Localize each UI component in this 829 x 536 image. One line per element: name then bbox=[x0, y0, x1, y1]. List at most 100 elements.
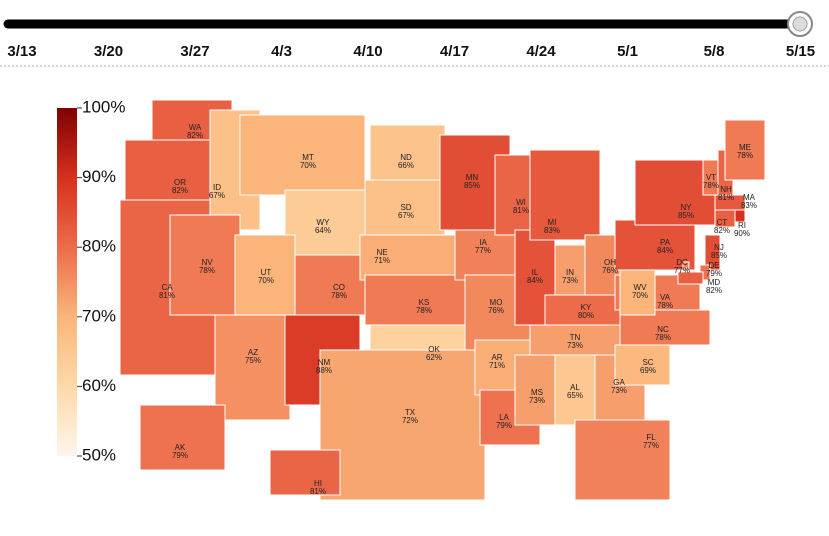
state-name: NC bbox=[657, 325, 669, 334]
state-value: 78% bbox=[655, 333, 671, 342]
state-name: ND bbox=[400, 153, 412, 162]
date-label: 4/24 bbox=[526, 43, 556, 60]
state bbox=[319, 349, 486, 501]
state-name: ID bbox=[213, 183, 221, 192]
state-name: IN bbox=[566, 268, 574, 277]
state-value: 65% bbox=[567, 391, 583, 400]
state-value: 79% bbox=[496, 421, 512, 430]
state-value: 69% bbox=[640, 366, 656, 375]
state-name: DC bbox=[676, 258, 688, 267]
state-value: 83% bbox=[741, 201, 757, 210]
state bbox=[369, 124, 446, 181]
state bbox=[677, 271, 704, 285]
state-name: OK bbox=[428, 345, 440, 354]
state-name: KY bbox=[581, 303, 592, 312]
state-name: RI bbox=[738, 221, 746, 230]
state bbox=[529, 149, 601, 241]
state bbox=[714, 209, 736, 228]
state-value: 78% bbox=[657, 301, 673, 310]
state-name: MD bbox=[708, 278, 721, 287]
state-name: UT bbox=[261, 268, 272, 277]
state-value: 67% bbox=[398, 211, 414, 220]
state-value: 75% bbox=[245, 356, 261, 365]
state bbox=[214, 314, 291, 421]
date-label: 3/13 bbox=[7, 43, 36, 60]
state-value: 73% bbox=[611, 386, 627, 395]
state bbox=[619, 309, 711, 346]
state-name: NY bbox=[680, 203, 692, 212]
state-value: 71% bbox=[374, 256, 390, 265]
state-value: 83% bbox=[544, 226, 560, 235]
state-value: 79% bbox=[706, 269, 722, 278]
state-value: 81% bbox=[310, 487, 326, 496]
state-value: 77% bbox=[643, 441, 659, 450]
state-value: 78% bbox=[331, 291, 347, 300]
state-name: AR bbox=[491, 353, 502, 362]
state-name: MT bbox=[302, 153, 314, 162]
legend-bar bbox=[57, 108, 77, 456]
state-value: 81% bbox=[718, 193, 734, 202]
state-name: AL bbox=[570, 383, 580, 392]
state-name: MS bbox=[531, 388, 543, 397]
legend-label: 50% bbox=[82, 445, 116, 464]
state bbox=[554, 354, 596, 426]
state-name: SD bbox=[400, 203, 411, 212]
legend-label: 80% bbox=[82, 237, 116, 256]
state bbox=[359, 234, 456, 281]
state-name: GA bbox=[613, 378, 625, 387]
legend-label: 60% bbox=[82, 376, 116, 395]
state-name: CT bbox=[717, 218, 728, 227]
state-value: 71% bbox=[489, 361, 505, 370]
date-label: 3/27 bbox=[180, 43, 209, 60]
state-name: AK bbox=[175, 443, 186, 452]
state-value: 70% bbox=[300, 161, 316, 170]
legend-label: 100% bbox=[82, 97, 125, 116]
state-name: WY bbox=[317, 218, 331, 227]
state-value: 76% bbox=[488, 306, 504, 315]
state-name: OR bbox=[174, 178, 186, 187]
state-name: MA bbox=[743, 193, 756, 202]
state-value: 84% bbox=[527, 276, 543, 285]
date-label: 4/17 bbox=[440, 43, 469, 60]
state-value: 82% bbox=[706, 286, 722, 295]
state-name: KS bbox=[419, 298, 430, 307]
state bbox=[634, 159, 716, 226]
state-name: MN bbox=[466, 173, 479, 182]
state-value: 77% bbox=[674, 266, 690, 275]
state-name: WV bbox=[634, 283, 648, 292]
date-label: 5/15 bbox=[786, 43, 815, 60]
state-value: 72% bbox=[402, 416, 418, 425]
state-name: SC bbox=[642, 358, 653, 367]
date-label: 5/8 bbox=[704, 43, 725, 60]
state-value: 85% bbox=[464, 181, 480, 190]
state-value: 64% bbox=[315, 226, 331, 235]
state-name: IA bbox=[479, 238, 487, 247]
state-name: TN bbox=[570, 333, 581, 342]
legend-label: 70% bbox=[82, 306, 116, 325]
state-name: NM bbox=[318, 358, 331, 367]
state-name: LA bbox=[499, 413, 509, 422]
state-name: IL bbox=[532, 268, 539, 277]
state bbox=[139, 404, 226, 471]
state-value: 85% bbox=[711, 251, 727, 260]
state-name: HI bbox=[314, 479, 322, 488]
state-value: 73% bbox=[567, 341, 583, 350]
state-name: WA bbox=[189, 123, 202, 132]
state-name: NE bbox=[376, 248, 387, 257]
state-value: 70% bbox=[632, 291, 648, 300]
state-name: PA bbox=[660, 238, 671, 247]
state bbox=[574, 419, 671, 501]
slider-thumb-inner bbox=[792, 16, 808, 32]
state-value: 84% bbox=[657, 246, 673, 255]
state-value: 78% bbox=[737, 151, 753, 160]
state-value: 78% bbox=[703, 181, 719, 190]
state-value: 73% bbox=[562, 276, 578, 285]
state-value: 77% bbox=[475, 246, 491, 255]
state-name: TX bbox=[405, 408, 416, 417]
state-name: DE bbox=[708, 261, 719, 270]
date-label: 3/20 bbox=[94, 43, 123, 60]
state-value: 82% bbox=[172, 186, 188, 195]
state bbox=[724, 119, 766, 181]
state-name: OH bbox=[604, 258, 616, 267]
date-label: 4/10 bbox=[353, 43, 382, 60]
